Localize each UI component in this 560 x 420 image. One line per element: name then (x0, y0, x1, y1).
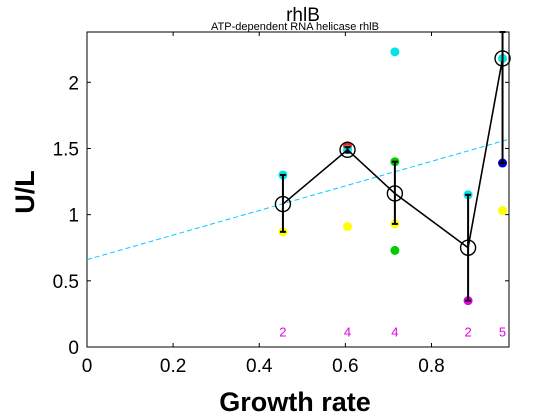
x-tick-label: 0.8 (418, 356, 444, 377)
mean-line (282, 58, 504, 250)
sample-count-label: 5 (499, 324, 506, 339)
mean-marker (459, 239, 477, 256)
x-tick-label: 0.2 (160, 356, 186, 377)
chart-title: rhlB (286, 5, 320, 26)
y-axis-label: U/L (10, 170, 40, 214)
x-tick-label: 0.4 (246, 356, 273, 377)
sample-count-label: 2 (279, 324, 286, 339)
sample-count-label: 2 (464, 324, 471, 339)
data-point (390, 47, 400, 57)
mean-marker (274, 195, 292, 213)
x-axis-label: Growth rate (219, 387, 371, 417)
fit-line (86, 138, 510, 261)
plot-area: 0 0.2 0.4 0.6 0.8 0 0.5 1 1.5 2 2 4 4 2 5 (53, 31, 511, 377)
mean-marker (386, 185, 404, 202)
x-tick-label: 0 (82, 356, 93, 377)
data-point (390, 245, 400, 255)
y-tick-label: 1.5 (53, 139, 79, 160)
mean-marker (494, 50, 511, 67)
y-tick-label: 2 (68, 73, 79, 94)
y-tick-label: 1 (68, 206, 79, 227)
y-tick-label: 0.5 (53, 272, 79, 293)
mean-marker (339, 141, 356, 158)
y-tick-label: 0 (68, 338, 79, 359)
sample-count-label: 4 (391, 324, 398, 339)
data-point (498, 206, 508, 216)
chart-subtitle: ATP-dependent RNA helicase rhlB (211, 21, 379, 33)
x-tick-label: 0.6 (332, 356, 358, 377)
sample-count-label: 4 (344, 324, 351, 339)
data-point (343, 222, 353, 232)
axes-frame (86, 31, 510, 348)
